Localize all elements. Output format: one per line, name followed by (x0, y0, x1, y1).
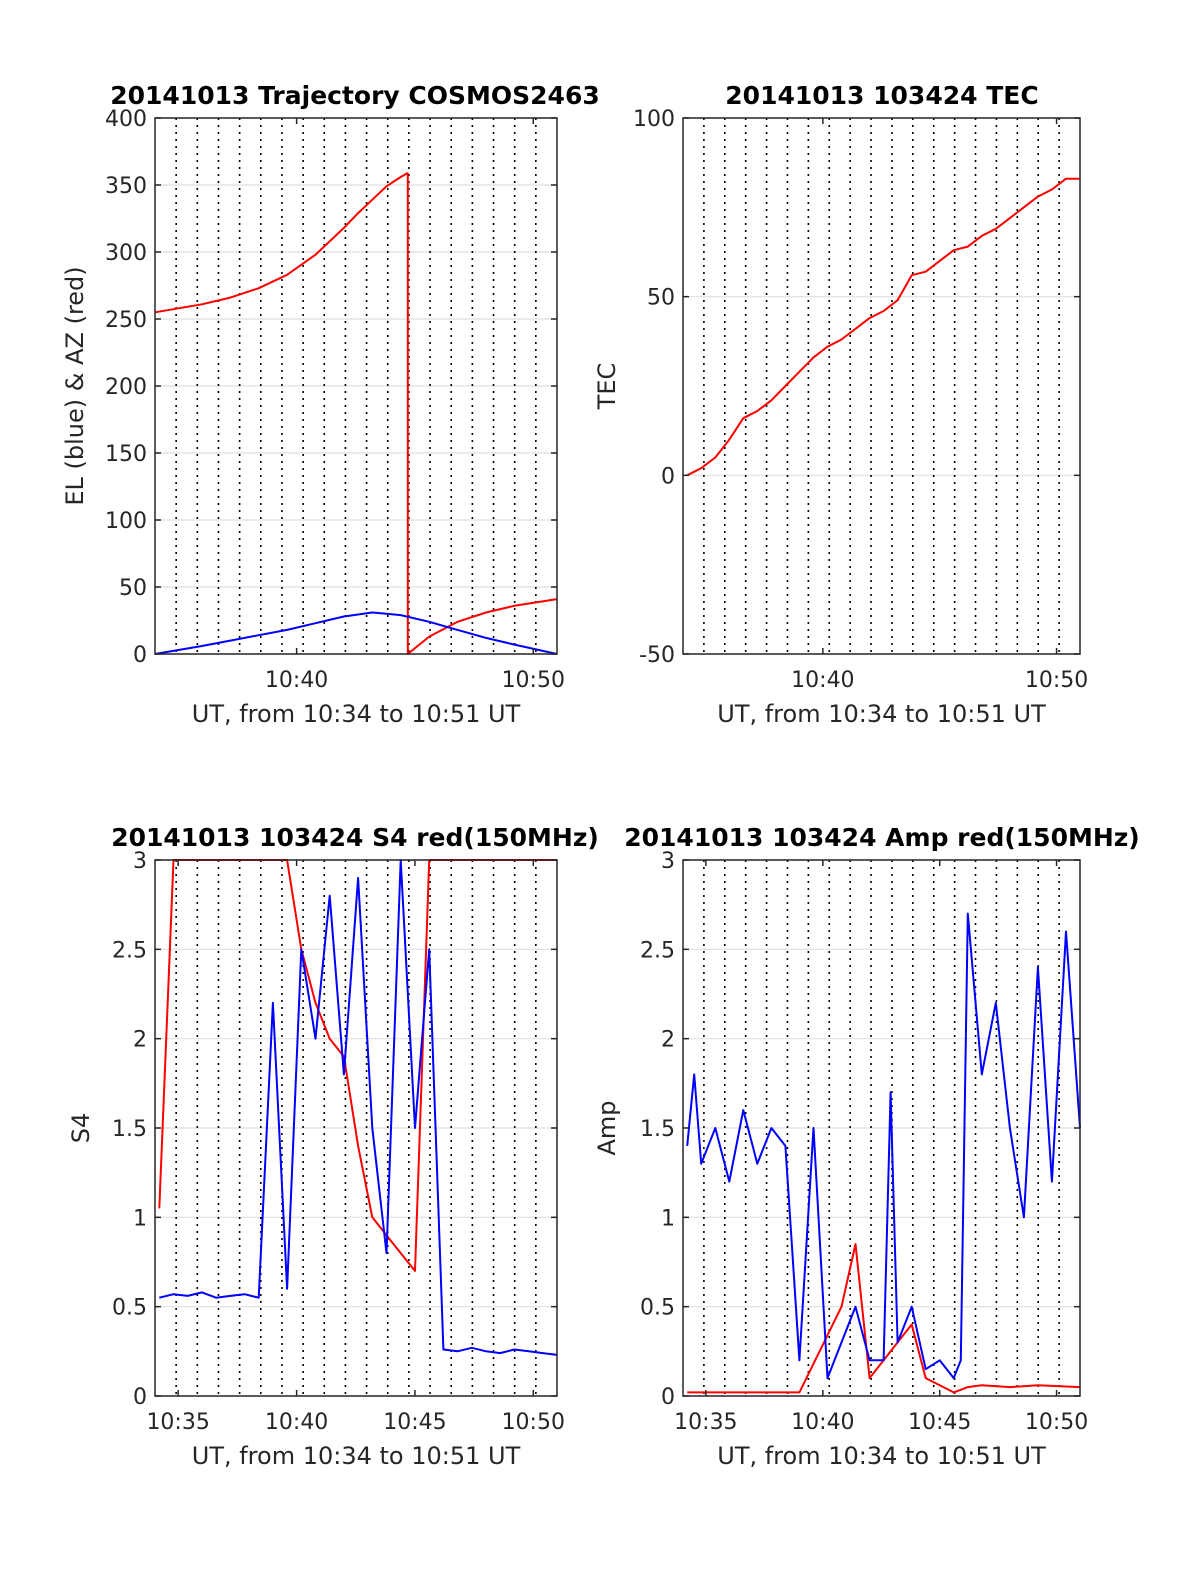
y-tick-label: 50 (647, 286, 675, 311)
y-tick-label: 300 (105, 241, 147, 266)
y-axis-label: S4 (67, 1113, 95, 1144)
s4-chart: 0 0.5 1 1.5 2 2.5 3 10:35 10:40 10:45 10:50 2014101… (67, 823, 599, 1470)
y-tick-label: 1 (661, 1206, 675, 1231)
x-tick-label: 10:40 (791, 1410, 854, 1435)
chart-title: 20141013 103424 S4 red(150MHz) (111, 823, 599, 852)
s4-red-series (158, 859, 557, 1272)
x-tick-label: 10:50 (502, 1410, 565, 1435)
chart-title: 20141013 Trajectory COSMOS2463 (110, 81, 600, 110)
x-tick-label: 10:50 (1025, 1410, 1088, 1435)
amp-red-series (687, 1243, 1081, 1394)
y-tick-label: 1.5 (640, 1117, 675, 1142)
x-tick-label: 10:40 (791, 668, 854, 693)
amp-chart: 0 0.5 1 1.5 2 2.5 3 10:35 10:40 10:45 10:50 2014101… (593, 823, 1140, 1470)
x-axis-label: UT, from 10:34 to 10:51 UT (717, 700, 1046, 728)
x-tick-label: 10:35 (146, 1410, 209, 1435)
x-tick-label: 10:40 (265, 668, 328, 693)
y-tick-label: 0.5 (112, 1296, 147, 1321)
y-tick-label: 2 (661, 1028, 675, 1053)
y-tick-label: -50 (639, 643, 675, 668)
y-tick-label: 1 (133, 1206, 147, 1231)
x-tick-label: 10:40 (265, 1410, 328, 1435)
y-tick-label: 250 (105, 308, 147, 333)
chart-title: 20141013 103424 Amp red(150MHz) (624, 823, 1140, 852)
y-tick-label: 3 (661, 849, 675, 874)
y-tick-label: 50 (119, 576, 147, 601)
x-axis-label: UT, from 10:34 to 10:51 UT (192, 1442, 521, 1470)
y-tick-label: 200 (105, 375, 147, 400)
x-tick-label: 10:50 (502, 668, 565, 693)
x-axis-label: UT, from 10:34 to 10:51 UT (192, 700, 521, 728)
y-tick-label: 0 (661, 464, 675, 489)
s4-blue-series (159, 859, 558, 1356)
y-tick-label: 400 (105, 107, 147, 132)
az-series-a (154, 172, 409, 314)
y-tick-label: 0 (661, 1385, 675, 1410)
trajectory-chart: 0 50 100 150 200 250 300 350 400 10:40 10:50 201410… (61, 81, 600, 728)
x-tick-label: 10:50 (1025, 668, 1088, 693)
x-axis-label: UT, from 10:34 to 10:51 UT (717, 1442, 1046, 1470)
y-tick-label: 150 (105, 442, 147, 467)
y-axis-label: TEC (593, 363, 621, 411)
y-tick-label: 2 (133, 1028, 147, 1053)
y-tick-label: 2.5 (112, 938, 147, 963)
y-axis-label: Amp (593, 1100, 621, 1155)
y-tick-label: 2.5 (640, 938, 675, 963)
y-tick-label: 350 (105, 174, 147, 199)
y-tick-label: 100 (633, 107, 675, 132)
y-tick-label: 100 (105, 509, 147, 534)
el-series (154, 611, 558, 655)
y-tick-label: 1.5 (112, 1117, 147, 1142)
amp-blue-series (686, 912, 1081, 1380)
y-tick-label: 0 (133, 643, 147, 668)
chart-title: 20141013 103424 TEC (725, 81, 1038, 110)
y-axis-label: EL (blue) & AZ (red) (61, 266, 89, 505)
x-tick-label: 10:45 (383, 1410, 446, 1435)
y-tick-label: 0.5 (640, 1296, 675, 1321)
x-tick-label: 10:45 (908, 1410, 971, 1435)
y-tick-label: 0 (133, 1385, 147, 1410)
y-tick-label: 3 (133, 849, 147, 874)
x-tick-label: 10:35 (674, 1410, 737, 1435)
axes-frame (682, 117, 1081, 655)
tec-chart: -50 0 50 100 10:40 10:50 20141013 103424 TEC UT… (593, 81, 1088, 728)
tec-series (686, 177, 1080, 477)
